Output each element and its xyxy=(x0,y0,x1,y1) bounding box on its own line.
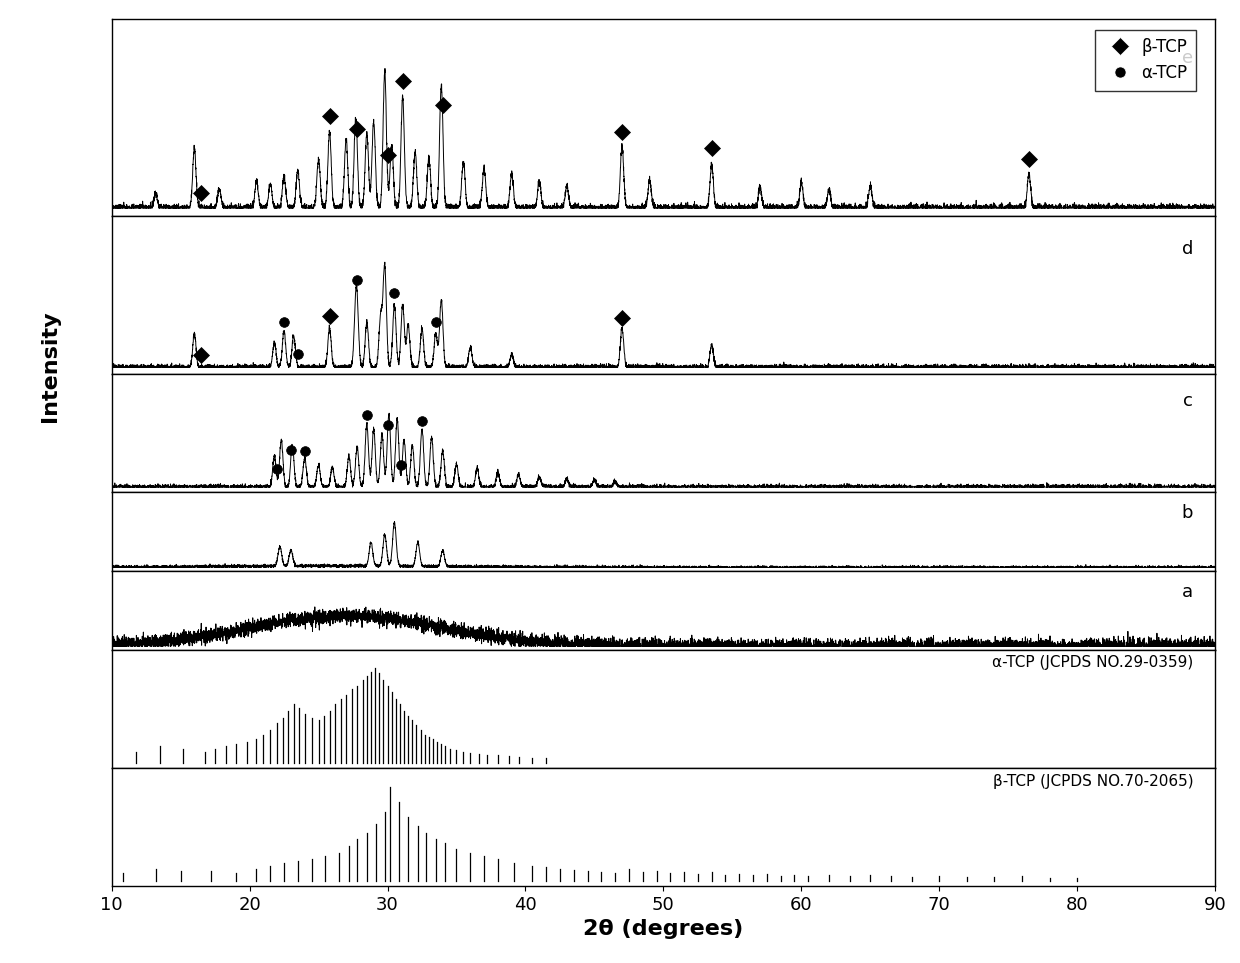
Text: a: a xyxy=(1182,583,1193,601)
Text: e: e xyxy=(1182,49,1193,66)
Text: c: c xyxy=(1183,392,1193,409)
Text: β-TCP (JCPDS NO.70-2065): β-TCP (JCPDS NO.70-2065) xyxy=(992,773,1193,789)
Legend: β-TCP, α-TCP: β-TCP, α-TCP xyxy=(1095,30,1195,91)
Text: b: b xyxy=(1182,504,1193,522)
Text: α-TCP (JCPDS NO.29-0359): α-TCP (JCPDS NO.29-0359) xyxy=(992,656,1193,670)
X-axis label: 2θ (degrees): 2θ (degrees) xyxy=(583,920,744,939)
Text: d: d xyxy=(1182,240,1193,258)
Text: Intensity: Intensity xyxy=(40,310,60,422)
